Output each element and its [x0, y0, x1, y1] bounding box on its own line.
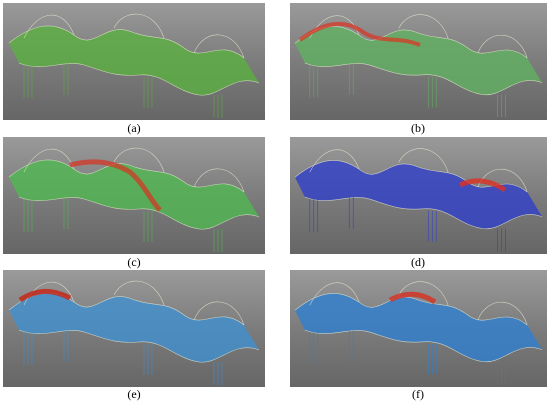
panel-label: (b) [411, 121, 425, 135]
panel-d: (d) [290, 137, 547, 269]
panel-label: (d) [411, 255, 425, 269]
highlight [69, 159, 162, 212]
panel-label: (e) [127, 387, 140, 401]
panel-a: (a) [3, 3, 265, 135]
highlight [18, 289, 72, 303]
highlight [298, 21, 421, 47]
panel-label: (c) [127, 255, 140, 269]
panel-b: (b) [290, 3, 547, 135]
highlight [458, 178, 507, 193]
panel-e: (e) [3, 270, 265, 401]
highlight [388, 291, 437, 305]
panel-f: (f) [290, 270, 547, 401]
panel-label: (f) [412, 387, 424, 401]
panel-label: (a) [127, 121, 140, 135]
panel-c: (c) [3, 137, 265, 269]
